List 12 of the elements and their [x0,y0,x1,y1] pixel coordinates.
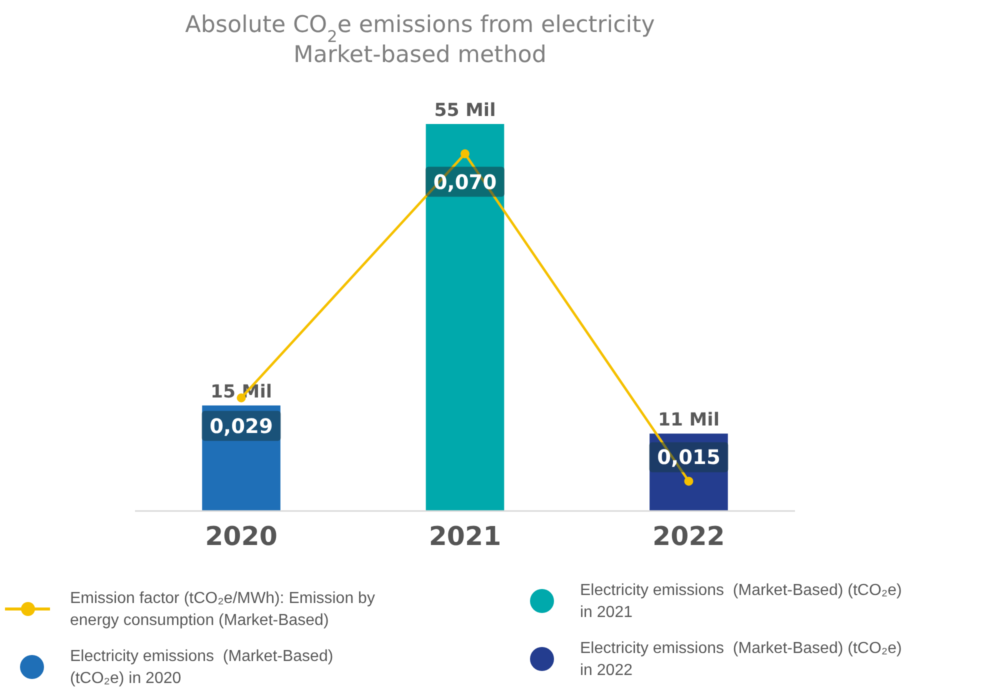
legend-label: Electricity emissions (Market-Based) (tCO₂e) in 2022 [580,640,902,679]
data-label: 0,015 [657,445,720,470]
data-label: 11 Mil [658,410,720,431]
x-tick-label: 2020 [205,522,278,552]
legend-label: Electricity emissions (Market-Based) (tCO₂e) in 2021 [580,582,902,621]
legend-label: Emission factor (tCO₂e/MWh): Emission by energy consumption (Market-Based) [70,590,375,629]
legend-label: Electricity emissions (Market-Based) (tCO₂e) in 2020 [70,648,334,687]
data-label: 55 Mil [434,100,496,121]
x-tick-label: 2021 [428,522,502,552]
data-label: 0,070 [433,170,497,194]
data-label: 0,029 [210,414,273,438]
x-tick-label: 2022 [652,522,725,552]
